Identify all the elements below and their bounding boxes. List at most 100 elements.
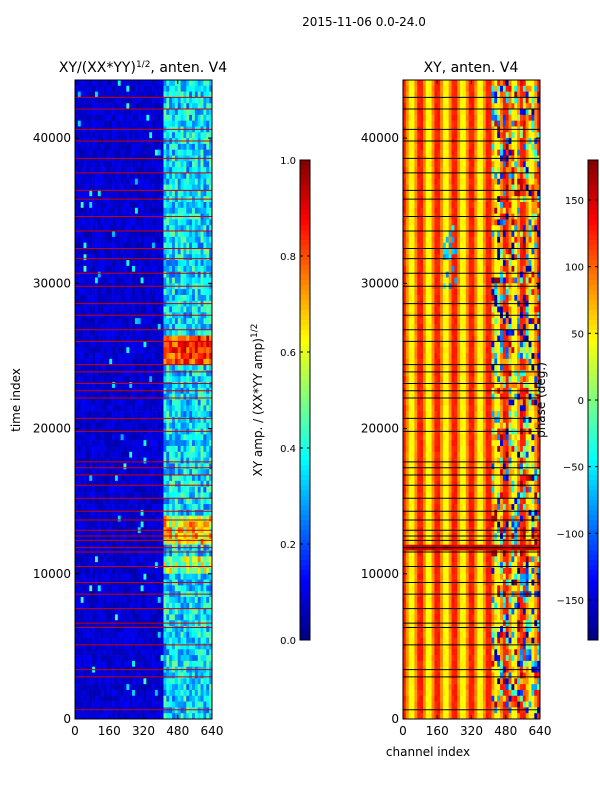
- heatmap-cell: [149, 323, 153, 331]
- heatmap-cell: [209, 573, 213, 580]
- heatmap-cell: [134, 370, 139, 377]
- heatmap-cell: [109, 103, 113, 110]
- heatmap-cell: [209, 225, 213, 232]
- heatmap-cell: [109, 399, 113, 406]
- heatmap-cell: [106, 248, 110, 255]
- heatmap-cell: [160, 109, 164, 116]
- heatmap-cell: [132, 260, 136, 267]
- heatmap-cell: [180, 643, 184, 650]
- heatmap-cell: [163, 416, 167, 424]
- heatmap-cell: [180, 114, 184, 121]
- heatmap-cell: [209, 411, 213, 418]
- heatmap-cell: [200, 550, 204, 557]
- heatmap-cell: [114, 451, 119, 458]
- heatmap-cell: [206, 85, 210, 92]
- heatmap-cell: [194, 451, 199, 458]
- heatmap-cell: [146, 306, 150, 313]
- heatmap-cell: [75, 434, 79, 441]
- heatmap-cell: [206, 265, 210, 272]
- heatmap-cell: [126, 277, 130, 284]
- heatmap-cell: [200, 411, 204, 418]
- heatmap-cell: [154, 91, 159, 98]
- heatmap-cell: [197, 480, 201, 487]
- heatmap-cell: [109, 567, 113, 575]
- heatmap-cell: [146, 382, 150, 389]
- heatmap-cell: [77, 358, 81, 365]
- heatmap-cell: [89, 678, 93, 685]
- heatmap-cell: [94, 120, 99, 127]
- heatmap-cell: [146, 341, 150, 348]
- heatmap-cell: [186, 405, 190, 412]
- heatmap-cell: [97, 207, 101, 214]
- heatmap-cell: [183, 573, 187, 580]
- heatmap-cell: [174, 364, 179, 371]
- heatmap-cell: [200, 585, 204, 592]
- heatmap-cell: [157, 161, 161, 168]
- heatmap-cell: [146, 242, 150, 249]
- heatmap-cell: [109, 550, 113, 557]
- heatmap-cell: [143, 515, 147, 522]
- heatmap-cell: [152, 341, 156, 348]
- heatmap-cell: [97, 434, 101, 441]
- heatmap-cell: [114, 480, 119, 487]
- heatmap-cell: [209, 556, 213, 563]
- heatmap-cell: [80, 515, 84, 522]
- heatmap-cell: [152, 225, 156, 232]
- heatmap-cell: [160, 538, 164, 546]
- heatmap-cell: [129, 515, 133, 522]
- heatmap-cell: [97, 498, 101, 505]
- heatmap-cell: [97, 538, 101, 546]
- heatmap-cell: [94, 172, 99, 180]
- heatmap-cell: [192, 161, 196, 168]
- heatmap-cell: [166, 120, 170, 127]
- heatmap-cell: [83, 236, 87, 243]
- heatmap-cell: [134, 231, 139, 238]
- heatmap-cell: [209, 434, 213, 441]
- heatmap-cell: [203, 80, 207, 87]
- heatmap-cell: [100, 457, 104, 464]
- heatmap-cell: [77, 655, 81, 662]
- heatmap-cell: [166, 538, 170, 546]
- heatmap-cell: [194, 393, 199, 400]
- heatmap-cell: [137, 143, 141, 151]
- heatmap-cell: [83, 341, 87, 348]
- heatmap-cell: [143, 254, 147, 261]
- heatmap-cell: [137, 475, 141, 482]
- heatmap-cell: [94, 242, 99, 249]
- heatmap-cell: [200, 277, 204, 284]
- heatmap-cell: [94, 521, 99, 528]
- heatmap-cell: [86, 597, 90, 604]
- heatmap-cell: [160, 573, 164, 580]
- heatmap-cell: [137, 585, 141, 592]
- heatmap-cell: [169, 672, 173, 679]
- heatmap-cell: [126, 289, 130, 296]
- heatmap-cell: [194, 521, 199, 528]
- heatmap-cell: [157, 207, 161, 214]
- heatmap-cell: [200, 445, 204, 453]
- heatmap-cell: [106, 405, 110, 412]
- heatmap-cell: [172, 550, 176, 557]
- heatmap-cell: [86, 492, 90, 499]
- heatmap-cell: [209, 242, 213, 249]
- heatmap-cell: [183, 201, 187, 209]
- heatmap-cell: [126, 637, 130, 644]
- heatmap-cell: [94, 190, 99, 197]
- heatmap-cell: [112, 602, 116, 609]
- heatmap-cell: [120, 248, 124, 255]
- heatmap-cell: [75, 132, 79, 139]
- heatmap-cell: [160, 614, 164, 621]
- heatmap-cell: [206, 422, 210, 429]
- heatmap-cell: [97, 225, 101, 232]
- heatmap-cell: [106, 277, 110, 284]
- heatmap-cell: [169, 649, 173, 656]
- heatmap-cell: [134, 556, 139, 563]
- heatmap-cell: [166, 80, 170, 87]
- heatmap-cell: [146, 498, 150, 505]
- heatmap-cell: [94, 382, 99, 389]
- heatmap-cell: [163, 358, 167, 365]
- heatmap-cell: [163, 341, 167, 348]
- heatmap-cell: [174, 335, 179, 342]
- heatmap-cell: [109, 509, 113, 516]
- heatmap-cell: [186, 91, 190, 98]
- heatmap-cell: [152, 103, 156, 110]
